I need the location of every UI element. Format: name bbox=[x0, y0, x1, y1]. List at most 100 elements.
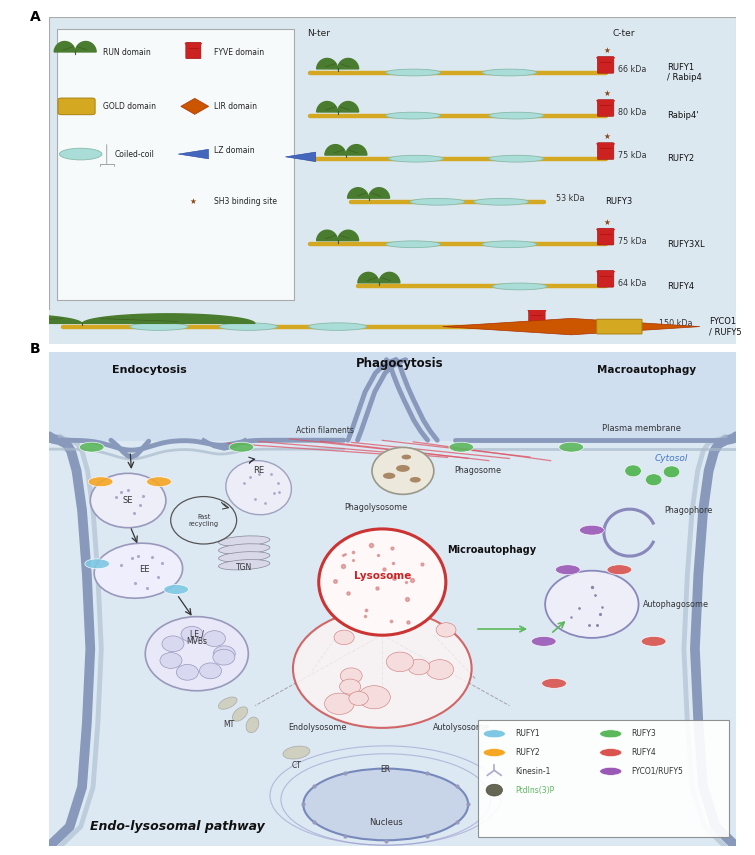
Ellipse shape bbox=[233, 707, 248, 722]
Text: Rabip4': Rabip4' bbox=[667, 111, 699, 120]
Text: Autolysosome: Autolysosome bbox=[433, 723, 490, 732]
Ellipse shape bbox=[483, 749, 505, 757]
Ellipse shape bbox=[372, 447, 434, 494]
FancyBboxPatch shape bbox=[597, 56, 614, 74]
Ellipse shape bbox=[293, 610, 472, 728]
Ellipse shape bbox=[556, 565, 580, 575]
Circle shape bbox=[664, 466, 680, 478]
FancyBboxPatch shape bbox=[597, 99, 614, 116]
Polygon shape bbox=[347, 188, 368, 198]
Text: Cytosol: Cytosol bbox=[655, 453, 688, 463]
Text: LZ domain: LZ domain bbox=[214, 146, 254, 156]
Text: RUFY1
/ Rabip4: RUFY1 / Rabip4 bbox=[667, 62, 702, 82]
Polygon shape bbox=[337, 58, 359, 69]
FancyBboxPatch shape bbox=[49, 352, 736, 846]
Text: Coiled-coil: Coiled-coil bbox=[115, 150, 155, 158]
FancyBboxPatch shape bbox=[597, 270, 614, 287]
Ellipse shape bbox=[449, 442, 473, 452]
Text: Actin filaments: Actin filaments bbox=[297, 427, 354, 435]
Text: ★: ★ bbox=[603, 217, 610, 227]
Text: Endolysosome: Endolysosome bbox=[288, 723, 347, 732]
Text: 66 kDa: 66 kDa bbox=[618, 65, 646, 74]
Text: 75 kDa: 75 kDa bbox=[618, 237, 646, 245]
Polygon shape bbox=[180, 98, 208, 115]
Polygon shape bbox=[442, 318, 700, 335]
Ellipse shape bbox=[94, 543, 183, 598]
Circle shape bbox=[199, 663, 221, 679]
Ellipse shape bbox=[88, 477, 113, 486]
Text: GOLD domain: GOLD domain bbox=[103, 102, 156, 111]
Text: EE: EE bbox=[139, 565, 149, 575]
Text: Lysosome: Lysosome bbox=[353, 570, 411, 581]
Ellipse shape bbox=[396, 465, 410, 472]
Ellipse shape bbox=[641, 636, 666, 646]
FancyBboxPatch shape bbox=[596, 319, 642, 334]
Ellipse shape bbox=[304, 769, 468, 840]
Text: Macroautophagy: Macroautophagy bbox=[597, 364, 696, 374]
Text: Plasma membrane: Plasma membrane bbox=[602, 424, 681, 433]
Text: RUFY4: RUFY4 bbox=[631, 748, 656, 757]
Ellipse shape bbox=[410, 477, 421, 482]
Text: RUFY2: RUFY2 bbox=[667, 154, 695, 163]
Polygon shape bbox=[316, 230, 337, 240]
Circle shape bbox=[213, 646, 236, 662]
Polygon shape bbox=[527, 310, 547, 315]
Polygon shape bbox=[316, 102, 337, 112]
Text: Phagolysosome: Phagolysosome bbox=[344, 503, 407, 512]
Text: 75 kDa: 75 kDa bbox=[618, 151, 646, 160]
Circle shape bbox=[160, 652, 182, 669]
Polygon shape bbox=[285, 152, 316, 162]
Text: Phagosome: Phagosome bbox=[455, 466, 501, 475]
FancyBboxPatch shape bbox=[57, 29, 294, 300]
Text: RUFY2: RUFY2 bbox=[515, 748, 540, 757]
Text: Nucleus: Nucleus bbox=[369, 817, 402, 827]
Polygon shape bbox=[596, 271, 615, 275]
Text: RUFY3: RUFY3 bbox=[631, 729, 656, 738]
Text: RUFY1: RUFY1 bbox=[515, 729, 540, 738]
Text: MVBs: MVBs bbox=[186, 637, 208, 646]
Ellipse shape bbox=[164, 585, 189, 594]
Ellipse shape bbox=[85, 559, 109, 569]
FancyBboxPatch shape bbox=[49, 352, 736, 441]
Circle shape bbox=[213, 649, 235, 665]
Text: MT: MT bbox=[223, 721, 235, 729]
Circle shape bbox=[162, 636, 184, 652]
Ellipse shape bbox=[482, 69, 537, 76]
Ellipse shape bbox=[599, 768, 621, 775]
Polygon shape bbox=[316, 58, 337, 69]
Polygon shape bbox=[596, 100, 615, 104]
Ellipse shape bbox=[492, 283, 547, 290]
Text: FYVE domain: FYVE domain bbox=[214, 48, 264, 57]
Ellipse shape bbox=[532, 636, 556, 646]
Text: LE /: LE / bbox=[190, 630, 204, 639]
Polygon shape bbox=[184, 43, 202, 47]
Ellipse shape bbox=[219, 323, 278, 330]
Ellipse shape bbox=[386, 69, 441, 76]
Text: Kinesin-1: Kinesin-1 bbox=[515, 767, 550, 775]
Text: ER: ER bbox=[381, 765, 391, 774]
Circle shape bbox=[625, 465, 641, 477]
Ellipse shape bbox=[473, 198, 528, 205]
Polygon shape bbox=[82, 314, 255, 323]
Polygon shape bbox=[325, 144, 346, 155]
Ellipse shape bbox=[559, 442, 584, 452]
Text: 80 kDa: 80 kDa bbox=[618, 108, 646, 117]
Polygon shape bbox=[596, 144, 615, 148]
Ellipse shape bbox=[79, 442, 104, 452]
Ellipse shape bbox=[402, 455, 411, 459]
Text: Phagocytosis: Phagocytosis bbox=[356, 357, 443, 370]
FancyBboxPatch shape bbox=[49, 310, 736, 344]
Ellipse shape bbox=[309, 323, 367, 330]
FancyBboxPatch shape bbox=[49, 352, 736, 846]
Circle shape bbox=[426, 660, 454, 680]
Circle shape bbox=[341, 668, 362, 684]
Ellipse shape bbox=[218, 536, 270, 546]
Circle shape bbox=[486, 784, 503, 796]
Ellipse shape bbox=[488, 112, 544, 119]
Ellipse shape bbox=[218, 697, 237, 710]
Ellipse shape bbox=[482, 241, 537, 248]
Circle shape bbox=[334, 630, 354, 645]
Ellipse shape bbox=[283, 746, 310, 759]
Ellipse shape bbox=[488, 156, 544, 162]
Text: FYCO1/RUFY5: FYCO1/RUFY5 bbox=[631, 767, 683, 775]
